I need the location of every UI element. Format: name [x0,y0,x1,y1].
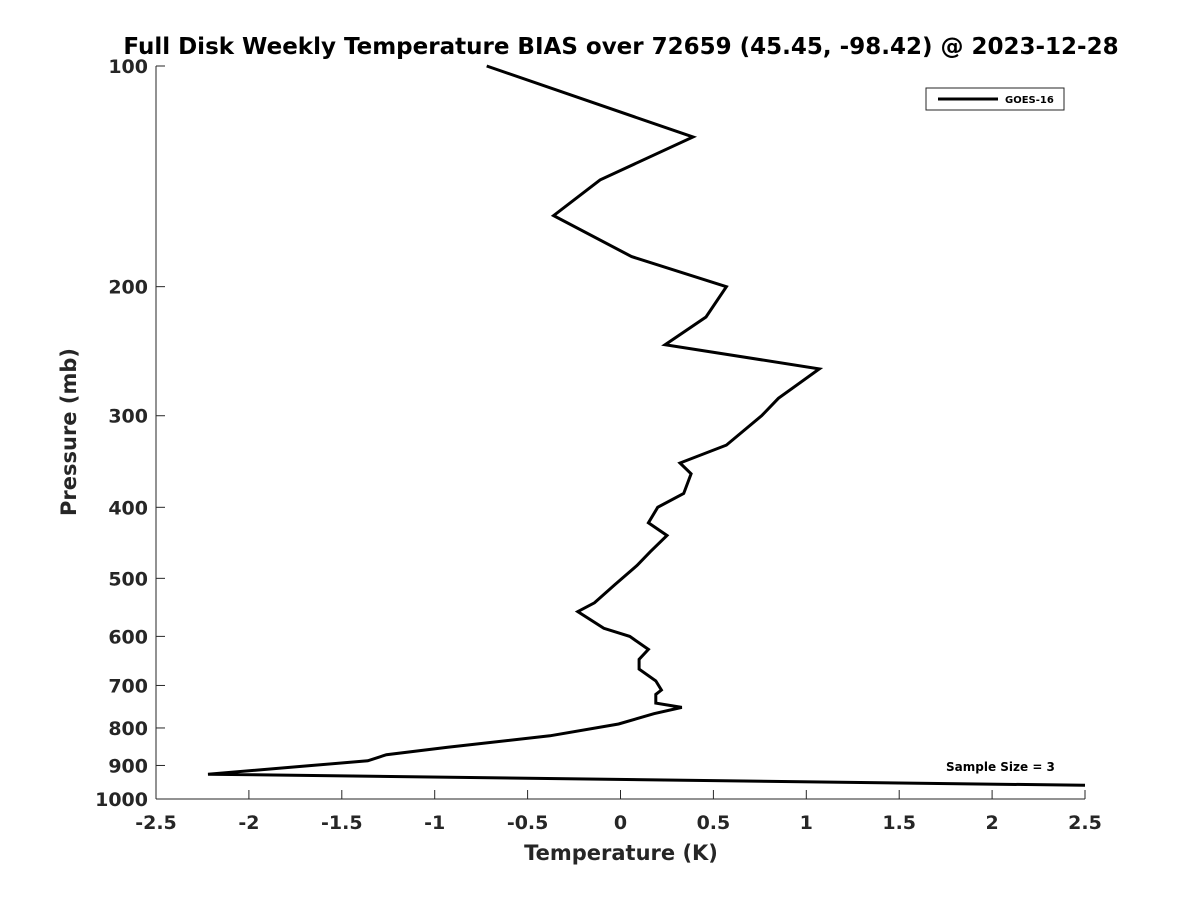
x-tick-label: 1.5 [882,812,916,834]
y-tick-label: 700 [108,675,148,697]
y-tick-label: 600 [108,626,148,648]
x-tick-label: 0.5 [697,812,731,834]
chart-title: Full Disk Weekly Temperature BIAS over 7… [123,34,1118,60]
x-tick-label: 2.5 [1068,812,1102,834]
y-tick-label: 500 [108,568,148,590]
y-tick-label: 100 [108,56,148,78]
x-tick-label: -1.5 [321,812,363,834]
y-axis-label: Pressure (mb) [57,348,81,516]
y-tick-label: 800 [108,718,148,740]
legend: GOES-16 [925,87,1065,111]
y-tick-label: 400 [108,497,148,519]
x-tick-label: -0.5 [507,812,549,834]
x-tick-label: 1 [800,812,813,834]
y-tick-label: 300 [108,406,148,428]
plot-frame [156,66,1085,799]
series-line-goes-16 [207,64,1086,787]
x-axis-label: Temperature (K) [524,841,718,865]
plot-area [155,66,1085,800]
y-tick-label: 200 [108,277,148,299]
sample-size-annotation: Sample Size = 3 [946,760,1055,774]
x-axis-ticks: -2.5 -2 -1.5 -1 -0.5 0 0.5 1 1.5 2 2.5 [135,790,1102,834]
x-tick-label: 0 [614,812,627,834]
legend-label-goes-16: GOES-16 [1005,95,1054,106]
x-tick-label: -1 [424,812,445,834]
x-tick-label: -2 [238,812,259,834]
x-tick-label: 2 [985,812,998,834]
series-lines [207,64,1086,787]
y-axis-ticks: 100 200 300 400 500 600 700 800 900 1000 [95,56,165,811]
y-tick-label: 900 [108,755,148,777]
x-tick-label: -2.5 [135,812,177,834]
y-tick-label: 1000 [95,789,148,811]
